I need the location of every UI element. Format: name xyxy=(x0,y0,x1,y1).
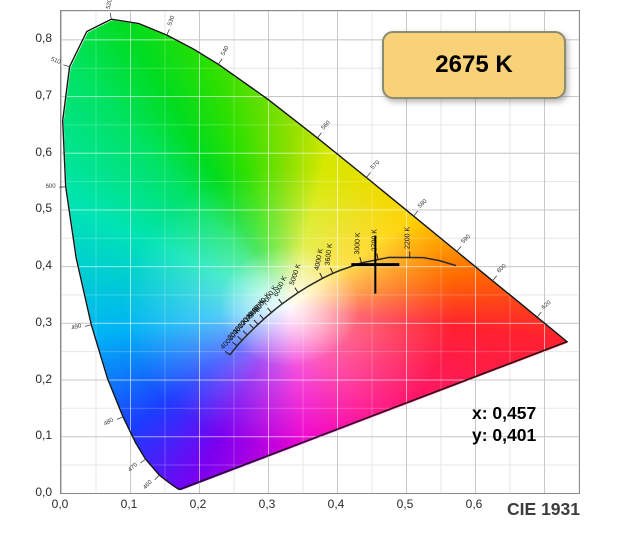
x-tick-label: 0,4 xyxy=(327,497,345,511)
x-tick-label: 0,1 xyxy=(120,497,138,511)
y-tick-label: 0,6 xyxy=(35,144,52,159)
y-tick-label: 0,1 xyxy=(35,428,52,443)
xy-readout: x: 0,457 y: 0,401 xyxy=(472,402,536,446)
x-tick-label: 0,0 xyxy=(51,497,69,511)
x-tick-label: 0,5 xyxy=(396,497,414,511)
diagram-title: CIE 1931 xyxy=(507,499,580,519)
x-tick-label: 0,6 xyxy=(465,497,483,511)
y-tick-label: 0,4 xyxy=(35,258,52,273)
readout-x: x: 0,457 xyxy=(472,403,537,423)
y-tick-label: 0,8 xyxy=(35,31,52,46)
cct-badge: 2675 K xyxy=(382,31,566,99)
y-tick-label: 0,2 xyxy=(35,371,52,386)
y-tick-label: 0,3 xyxy=(35,314,52,329)
y-tick-label: 0,0 xyxy=(35,485,52,499)
x-tick-label: 0,3 xyxy=(258,497,276,511)
wavelength-label: 520 xyxy=(106,0,114,10)
y-tick-label: 0,5 xyxy=(35,201,52,216)
readout-y: y: 0,401 xyxy=(472,425,537,445)
wavelength-label: 500 xyxy=(46,184,57,190)
x-tick-label: 0,2 xyxy=(189,497,207,511)
y-tick-label: 0,7 xyxy=(35,88,52,103)
cct-badge-label: 2675 K xyxy=(435,51,513,78)
